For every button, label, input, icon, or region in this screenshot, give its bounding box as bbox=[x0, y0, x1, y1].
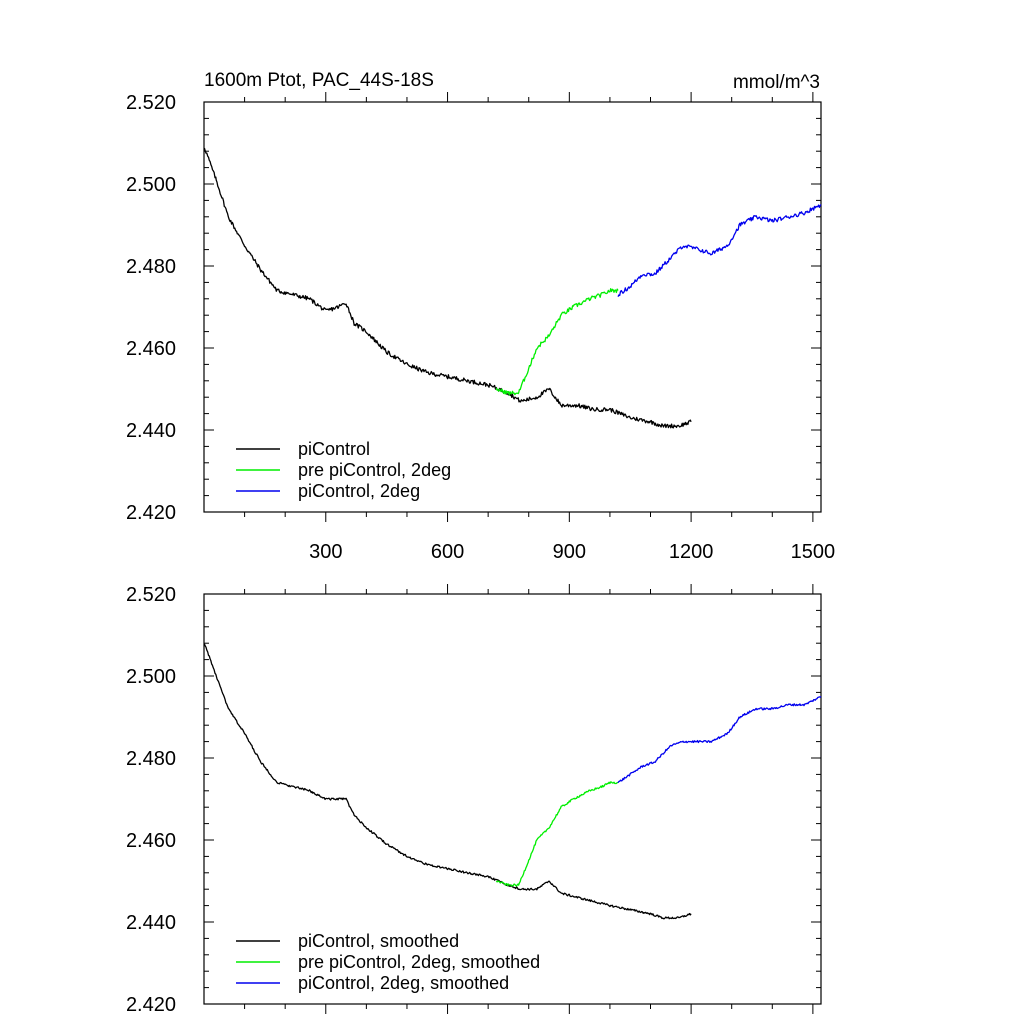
y-tick-label: 2.520 bbox=[126, 92, 176, 114]
top-chart-units: mmol/m^3 bbox=[733, 72, 820, 93]
x-tick-label: 600 bbox=[431, 541, 464, 563]
y-tick-label: 2.500 bbox=[126, 174, 176, 196]
x-tick-label: 1500 bbox=[791, 541, 836, 563]
legend-label: pre piControl, 2deg, smoothed bbox=[298, 952, 540, 972]
top-chart-title: 1600m Ptot, PAC_44S-18S bbox=[204, 70, 434, 91]
y-tick-label: 2.500 bbox=[126, 666, 176, 688]
bottom-series-lines bbox=[203, 643, 822, 920]
legend-label: piControl, smoothed bbox=[298, 931, 459, 951]
legend-label: piControl, 2deg bbox=[298, 481, 420, 501]
y-tick-label: 2.420 bbox=[126, 994, 176, 1016]
x-tick-label: 900 bbox=[553, 541, 586, 563]
bottom-axis-ticks bbox=[204, 584, 821, 1014]
top-axis-ticks bbox=[204, 92, 821, 522]
bottom-panel: 2.420 2.440 2.460 2.480 2.500 2.520 piControl… bbox=[126, 584, 822, 1016]
y-tick-label: 2.460 bbox=[126, 830, 176, 852]
series-line bbox=[203, 147, 692, 429]
top-series-lines bbox=[203, 147, 822, 429]
bottom-plot-frame bbox=[203, 593, 822, 1005]
top-y-tick-labels: 2.420 2.440 2.460 2.480 2.500 2.520 bbox=[126, 92, 176, 524]
top-plot-frame bbox=[203, 101, 822, 513]
series-line bbox=[495, 288, 619, 396]
top-x-tick-labels: 300 600 900 1200 1500 bbox=[309, 541, 835, 563]
y-tick-label: 2.440 bbox=[126, 912, 176, 934]
y-tick-label: 2.440 bbox=[126, 420, 176, 442]
top-panel: 1600m Ptot, PAC_44S-18S mmol/m^3 2.4202.… bbox=[126, 70, 835, 563]
y-tick-label: 2.460 bbox=[126, 338, 176, 360]
y-tick-label: 2.520 bbox=[126, 584, 176, 606]
y-tick-label: 2.480 bbox=[126, 256, 176, 278]
legend-label: piControl bbox=[298, 439, 370, 459]
bottom-y-tick-labels: 2.420 2.440 2.460 2.480 2.500 2.520 bbox=[126, 584, 176, 1016]
series-line bbox=[495, 781, 619, 887]
x-tick-label: 1200 bbox=[669, 541, 714, 563]
legend-label: pre piControl, 2deg bbox=[298, 460, 451, 480]
legend-label: piControl, 2deg, smoothed bbox=[298, 973, 509, 993]
series-line bbox=[617, 204, 822, 297]
series-line bbox=[203, 643, 692, 920]
y-tick-label: 2.420 bbox=[126, 502, 176, 524]
x-tick-label: 300 bbox=[309, 541, 342, 563]
y-tick-label: 2.480 bbox=[126, 748, 176, 770]
series-line bbox=[617, 695, 822, 784]
